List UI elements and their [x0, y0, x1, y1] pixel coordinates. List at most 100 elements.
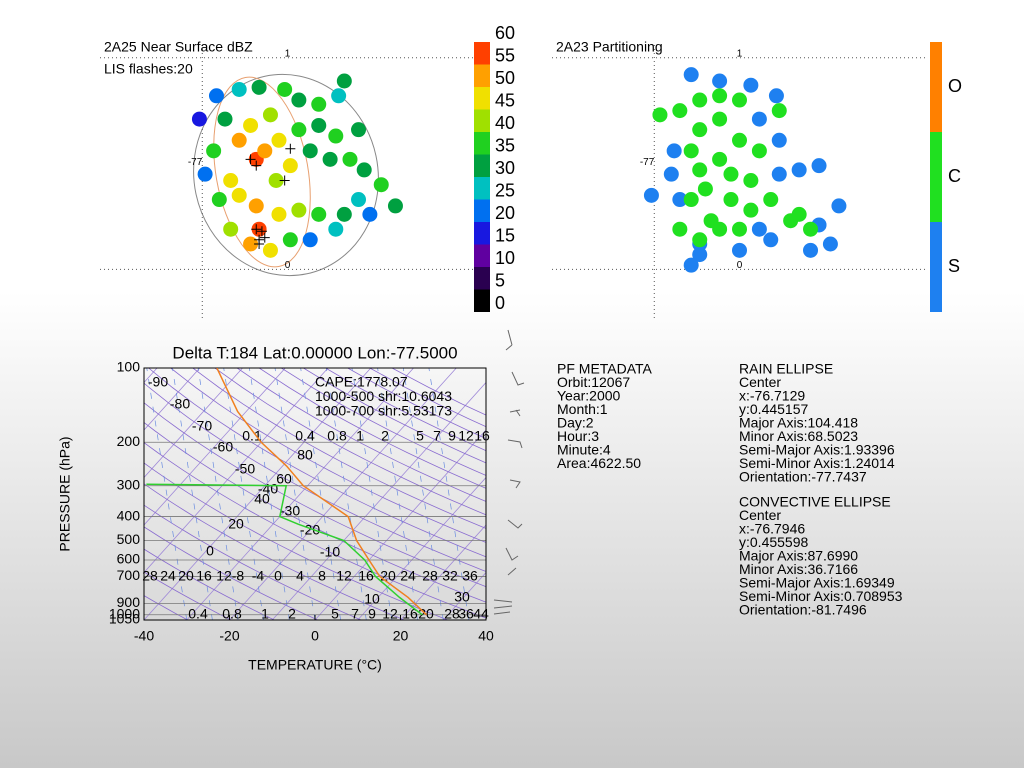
rain-pixel: [223, 221, 239, 237]
rain-pixel: [231, 81, 247, 97]
y-tick-label: 400: [117, 507, 141, 523]
skewt-background: [144, 368, 486, 620]
y-axis-label: PRESSURE (hPa): [57, 436, 73, 551]
y-tick-label: 1050: [109, 611, 140, 627]
isotherm-label: 16: [358, 568, 374, 584]
partition-pixel: [763, 192, 779, 208]
metadata-line: y:0.445157: [739, 401, 808, 417]
wind-barb: [509, 479, 521, 489]
isotherm-label: 12: [216, 568, 232, 584]
isotherm-label: -90: [148, 374, 168, 390]
metadata-line: Center: [739, 507, 781, 523]
mixing-ratio-label: 0.4: [188, 606, 208, 622]
mixing-ratio-label: 0.1: [242, 428, 262, 444]
partition-pixel: [723, 166, 739, 182]
y-tick-label: 200: [117, 433, 141, 449]
partition-pixel: [712, 111, 728, 127]
moist-adiabat: [249, 368, 290, 620]
y-tick-label: 300: [117, 476, 141, 492]
lis-flash: [254, 239, 265, 250]
colorbar-label: 15: [495, 225, 515, 245]
partition-pixel: [732, 132, 747, 148]
isotherm: [400, 524, 486, 620]
partition-pixel: [712, 221, 728, 237]
rain-pixel: [248, 198, 264, 214]
partition-pixel: [672, 221, 688, 237]
isotherm-label: 24: [160, 568, 176, 584]
mixing-ratio-label: 0.4: [295, 428, 315, 444]
metadata-line: x:-76.7129: [739, 388, 805, 404]
y-tick-label: 100: [117, 359, 141, 375]
rain-pixel: [282, 158, 298, 174]
partition-pixel: [743, 202, 759, 218]
y-tick-label: 600: [117, 551, 141, 567]
colorbar-label: 50: [495, 68, 515, 88]
colorbar-label: 35: [495, 135, 515, 155]
mixing-ratio-label: 0.8: [222, 606, 242, 622]
rain-pixel: [336, 206, 352, 222]
mixing-ratio-label: 9: [448, 428, 456, 444]
partition-pixel: [672, 103, 688, 119]
colorbar-label: 10: [495, 248, 515, 268]
isotherm: [314, 429, 486, 620]
isotherm-label: -20: [300, 522, 320, 538]
partition-pixel: [666, 143, 682, 159]
dry-adiabat: [236, 368, 486, 502]
rain-pixel: [208, 88, 224, 104]
colorbar-box: [474, 154, 490, 177]
wind-barb: [493, 599, 513, 615]
rain-pixel: [351, 192, 367, 208]
moist-adiabat: [172, 368, 213, 620]
profile-line: [146, 483, 423, 616]
wind-barb: [511, 371, 525, 386]
partition-pixel: [751, 143, 767, 159]
partition-pixel: [768, 88, 784, 104]
convective-ellipse: [213, 76, 311, 268]
colorbar-label: S: [948, 256, 960, 276]
partition-pixel: [672, 192, 688, 208]
colorbar-box: [930, 132, 942, 222]
metadata-line: Hour:3: [557, 428, 599, 444]
isotherm: [144, 368, 201, 431]
metadata-line: Semi-Major Axis:1.69349: [739, 575, 895, 591]
metadata-title: PF METADATA: [557, 361, 653, 377]
isotherm: [357, 476, 486, 620]
partition-pixel: [743, 172, 759, 188]
skewt-title: Delta T:184 Lat:0.00000 Lon:-77.5000: [172, 343, 457, 362]
adiabat-label: 60: [276, 471, 292, 487]
metadata-line: Minute:4: [557, 442, 611, 458]
moist-adiabat: [300, 368, 341, 620]
rain-pixel: [302, 143, 318, 159]
mixing-ratio-label: 2: [381, 428, 389, 444]
x-tick-label: -20: [219, 628, 239, 644]
y-tick-label: 900: [117, 594, 141, 610]
mixing-ratio-label: 36: [458, 606, 474, 622]
mixing-ratio-label: 0.8: [327, 428, 347, 444]
metadata-line: Area:4622.50: [557, 455, 641, 471]
isotherm: [144, 368, 286, 526]
mixing-ratio-label: 44: [473, 606, 489, 622]
partition-pixel: [723, 192, 739, 208]
metadata-line: x:-76.7946: [739, 521, 805, 537]
moist-adiabat: [223, 368, 265, 620]
rain-pixel: [277, 81, 293, 97]
rain-pixel: [362, 206, 378, 222]
rain-pixel: [291, 122, 307, 138]
y-tick-label: 1000: [109, 605, 140, 621]
cape-annotation: 1000-700 shr:5.53173: [315, 403, 452, 419]
isotherm-label: 36: [462, 568, 478, 584]
dry-adiabat: [144, 526, 319, 620]
rain-pixel: [231, 132, 247, 148]
partition-pixel: [822, 236, 838, 252]
rain-pixel: [217, 111, 233, 127]
isotherm: [229, 368, 457, 620]
rain-pixel: [336, 73, 352, 89]
rain-pixel: [322, 151, 338, 167]
lis-flash: [245, 154, 256, 165]
lat-label: 1: [285, 48, 291, 59]
metadata-line: Major Axis:104.418: [739, 415, 858, 431]
rain-pixel: [342, 151, 358, 167]
rain-pixel: [243, 117, 259, 133]
moist-adiabat: [146, 368, 188, 620]
rain-pixel: [251, 79, 267, 95]
